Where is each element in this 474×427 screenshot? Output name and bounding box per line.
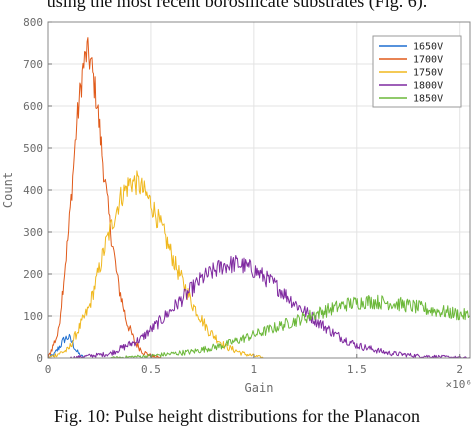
series-line-1650V	[47, 333, 86, 359]
legend-entry-1700V: 1700V	[413, 55, 443, 66]
x-tick-label-0: 0	[45, 363, 52, 376]
x-tick-label-3: 1.5	[347, 363, 367, 376]
series-line-1850V	[109, 294, 471, 359]
y-tick-label-8: 800	[23, 16, 43, 29]
x-tick-label-2: 1	[251, 363, 258, 376]
pulse-height-chart: 0 0.5 1 1.5 2 0 100 200 300 400 500 600 700 800 Gain…	[1, 16, 473, 395]
context-top-text: using the most recent borosilicate subst…	[46, 0, 428, 11]
legend-entry-1650V: 1650V	[413, 42, 443, 53]
x-ticks: 0 0.5 1 1.5 2	[45, 354, 463, 376]
legend: 1650V 1700V 1750V 1800V 1850V	[372, 35, 462, 108]
series-layer	[47, 37, 471, 359]
y-tick-label-2: 200	[23, 268, 43, 281]
y-tick-label-1: 100	[23, 310, 43, 323]
y-tick-label-7: 700	[23, 58, 43, 71]
x-exponent-label: ×10⁶	[446, 378, 473, 391]
legend-entry-1800V: 1800V	[413, 81, 443, 92]
legend-entry-1850V: 1850V	[413, 94, 443, 105]
y-tick-label-3: 300	[23, 226, 43, 239]
legend-entry-1750V: 1750V	[413, 68, 443, 79]
x-tick-label-1: 0.5	[141, 363, 161, 376]
y-tick-label-0: 0	[36, 352, 43, 365]
x-tick-label-4: 2	[456, 363, 463, 376]
y-tick-label-6: 600	[23, 100, 43, 113]
y-tick-label-5: 500	[23, 142, 43, 155]
series-line-1700V	[47, 37, 162, 359]
y-tick-label-4: 400	[23, 184, 43, 197]
x-axis-label: Gain	[245, 381, 274, 395]
context-bottom-text: Fig. 10: Pulse height distributions for …	[54, 406, 420, 426]
series-line-1800V	[68, 255, 471, 359]
series-line-1750V	[48, 170, 265, 359]
y-ticks: 0 100 200 300 400 500 600 700 800	[23, 16, 52, 365]
y-axis-label: Count	[1, 172, 15, 208]
